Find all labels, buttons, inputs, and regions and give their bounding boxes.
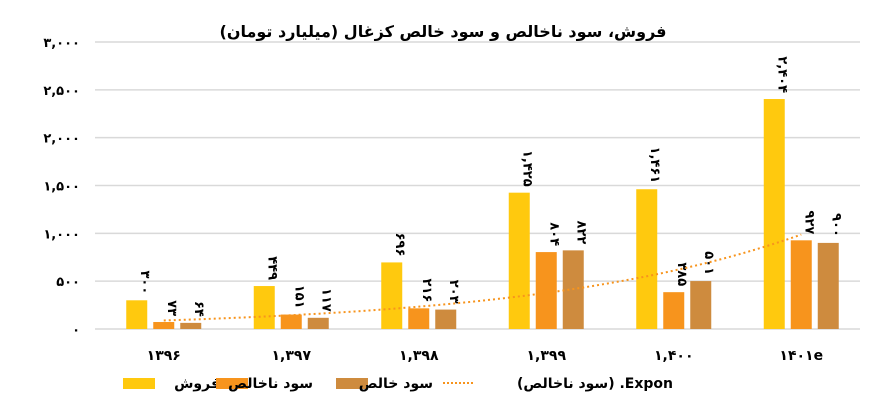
bar-1 [381,262,403,329]
y-tick-label: ۰ [72,323,80,338]
data-label: ۳۸۵ [674,262,689,286]
data-label: ۳۰۰ [137,270,152,294]
y-tick-label: ۵۰۰ [56,275,80,290]
y-tick-label: ۲,۵۰۰ [43,84,80,99]
data-label: ۵۰۱ [701,251,716,275]
legend-label: سود ناخالص [228,376,313,392]
y-tick-label: ۳,۰۰۰ [43,36,80,51]
bar-2 [280,314,302,329]
bar-2 [535,252,557,329]
data-label: ۴۴۹ [264,256,279,280]
x-tick-label: ۱۳۹۶ [147,348,181,364]
x-tick-label: ۱,۴۰۰ [654,348,694,364]
data-label: ۱۱۷ [318,288,333,312]
x-tick-label: ۱,۳۹۸ [399,348,439,364]
bar-1 [126,300,148,329]
trendline [163,233,802,322]
data-label: ۹۲۷ [801,211,816,235]
x-tick-label: ۱,۳۹۹ [527,348,567,364]
data-label: ۶۹۶ [392,233,407,257]
legend-swatch [123,378,155,389]
bar-3 [817,242,839,329]
chart-title: فروش، سود ناخالص و سود خالص کزغال (میلیا… [219,22,667,41]
legend-label: سود خالص [359,376,433,392]
data-label: ۸۰۴ [546,222,561,246]
x-tick-label: ۱۴۰۱e [779,348,823,364]
data-label: ۲,۴۰۴ [774,56,789,93]
data-label: ۱۵۱ [291,285,306,309]
bar-2 [408,308,430,329]
y-tick-label: ۲,۰۰۰ [43,132,80,147]
data-label: ۱,۴۶۱ [647,147,662,184]
bar-1 [636,189,658,329]
data-label: ۹۰۰ [828,213,843,237]
bar-1 [763,99,785,329]
legend-swatch [216,378,248,389]
bar-2 [663,292,685,329]
bar-2 [153,322,175,329]
data-label: ۶۴ [191,301,206,317]
y-tick-label: ۱,۰۰۰ [43,227,80,242]
legend-label: فروش [174,376,220,392]
bar-3 [690,281,712,329]
bar-3 [180,322,202,329]
y-tick-label: ۱,۵۰۰ [43,180,80,195]
data-label: ۱,۴۲۵ [519,150,534,187]
data-label: ۷۳ [164,300,179,316]
bar-1 [253,286,275,329]
bar-3 [435,309,457,329]
legend-swatch [336,378,368,389]
data-label: ۲۱۶ [419,279,434,303]
bar-1 [508,192,530,329]
legend-label: Expon. (سود ناخالص) [517,376,673,392]
bar-2 [790,240,812,329]
data-label: ۸۲۲ [573,221,588,245]
bar-3 [307,317,329,329]
data-label: ۲۰۳ [446,280,461,304]
x-tick-label: ۱,۳۹۷ [272,348,312,364]
